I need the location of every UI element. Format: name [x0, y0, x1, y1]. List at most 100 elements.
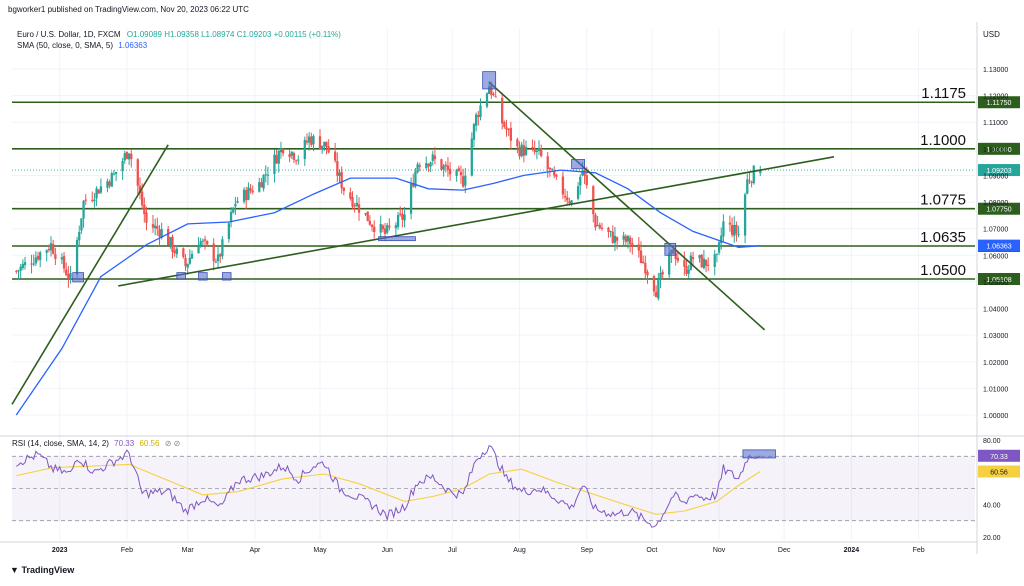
candle-body: [642, 261, 645, 264]
candle-body: [23, 262, 27, 266]
candle-body: [383, 228, 387, 234]
marker-boxes: [72, 71, 677, 283]
time-tick-label: May: [313, 547, 327, 554]
price-tick-label: 1.04000: [983, 307, 1008, 314]
candle-body: [655, 291, 658, 298]
candle-body: [136, 159, 139, 186]
candle-body: [121, 160, 124, 172]
price-tick-label: 1.00000: [983, 413, 1008, 420]
candle-body: [234, 203, 237, 207]
candle-body: [186, 264, 189, 268]
candle-body: [355, 202, 359, 207]
time-tick-label: Jun: [382, 547, 393, 554]
rsi-ma-line: [16, 463, 761, 515]
candle-body: [455, 169, 458, 176]
candle-body: [531, 146, 534, 148]
candle-body: [17, 270, 20, 272]
candle-body: [60, 257, 64, 260]
candle-body: [258, 182, 261, 192]
rsi-line: [16, 445, 761, 528]
candle-body: [687, 269, 690, 274]
candle-body: [598, 224, 601, 229]
candle-body: [30, 263, 33, 265]
sma-label: SMA (50, close, 0, SMA, 5): [17, 41, 114, 50]
candle-body: [474, 114, 478, 126]
candle-body: [518, 146, 521, 157]
candle-body: [97, 189, 100, 194]
candle-body: [676, 257, 680, 261]
candle-body: [188, 257, 192, 264]
candle-body: [167, 228, 170, 246]
rsi-ma-badge: [978, 465, 1020, 478]
level-axis-badge: [978, 202, 1020, 215]
candle-body: [84, 199, 87, 201]
candle-body: [80, 218, 83, 231]
candle-body: [156, 225, 159, 230]
candle-body: [461, 176, 465, 187]
candle-body: [388, 225, 391, 228]
marker-box: [198, 272, 208, 281]
candle-body: [288, 154, 291, 158]
sma-legend[interactable]: SMA (50, close, 0, SMA, 5) 1.06363: [17, 41, 147, 50]
candle-body: [260, 182, 263, 188]
candle-body: [370, 224, 374, 227]
candle-body: [448, 168, 452, 175]
price-tick-label: 1.08000: [983, 200, 1008, 207]
candle-body: [431, 154, 434, 161]
candle-body: [750, 181, 753, 183]
symbol-name[interactable]: Euro / U.S. Dollar, 1D, FXCM: [17, 30, 121, 39]
sma-legend-value: 1.06363: [118, 41, 148, 50]
candle-body: [325, 141, 328, 147]
candle-body: [249, 188, 252, 191]
candle-body: [242, 189, 246, 202]
publish-info: bgworker1 published on TradingView.com, …: [8, 5, 249, 14]
candle-body: [99, 186, 103, 193]
candle-body: [735, 224, 738, 234]
candle-body: [570, 200, 573, 205]
sma-line: [15, 169, 761, 416]
candle-body: [62, 256, 66, 269]
candle-body: [425, 162, 428, 169]
candle-body: [214, 261, 218, 263]
level-label: 1.1000: [920, 132, 966, 149]
currency-label[interactable]: USD: [983, 30, 1000, 39]
candle-body: [292, 152, 296, 160]
time-tick-label: Sep: [581, 547, 594, 554]
candle-body: [472, 124, 476, 140]
candle-body: [429, 162, 432, 167]
candle-body: [607, 227, 610, 232]
level-axis-badge: [978, 96, 1020, 109]
candle-body: [505, 127, 508, 130]
candle-body: [537, 147, 541, 151]
candle-body: [427, 164, 430, 167]
trend-line: [11, 144, 169, 405]
marker-box: [72, 272, 84, 283]
candle-body: [318, 136, 322, 149]
candle-body: [683, 259, 686, 267]
candle-body: [32, 263, 35, 265]
tradingview-logo: ▼ TradingView: [10, 565, 74, 575]
eye-icon[interactable]: ⊘ ⊘: [164, 439, 181, 448]
time-tick-label: Apr: [249, 547, 261, 554]
trend-line: [118, 156, 835, 287]
candle-body: [21, 263, 24, 268]
candle-body: [173, 250, 176, 254]
marker-box: [378, 236, 416, 242]
price-tick-label: 1.11000: [983, 120, 1008, 127]
candle-body: [52, 244, 55, 254]
rsi-band-fill: [12, 456, 975, 521]
candle-body: [540, 148, 543, 157]
brand-name: TradingView: [21, 565, 75, 575]
candle-body: [522, 145, 526, 156]
price-tick-label: 1.03000: [983, 333, 1008, 340]
trend-line: [488, 81, 766, 331]
candle-body: [622, 235, 625, 240]
candlestick-series: [15, 80, 762, 301]
candle-body: [459, 171, 463, 176]
rsi-tick-label: 40.00: [983, 503, 1001, 510]
price-badge: [978, 239, 1020, 252]
candle-body: [303, 139, 306, 160]
rsi-legend[interactable]: RSI (14, close, SMA, 14, 2) 70.33 60.56 …: [12, 439, 180, 448]
candle-body: [624, 236, 627, 242]
